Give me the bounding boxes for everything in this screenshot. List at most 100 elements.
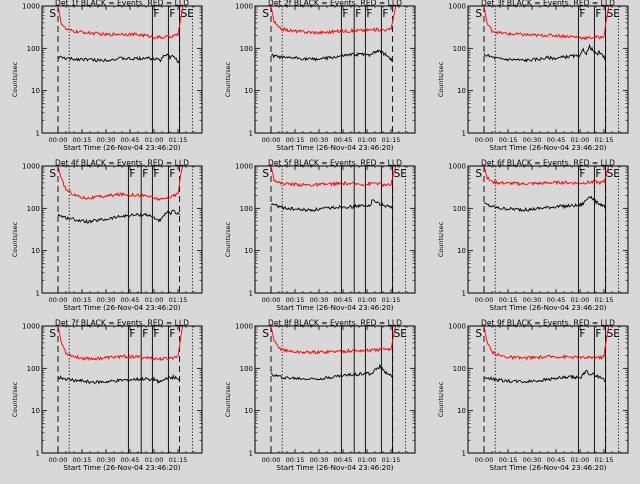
y-axis-label: Counts/sec <box>11 381 19 417</box>
plot-frame <box>254 5 416 134</box>
x-tick-label: 01:15 <box>382 296 401 304</box>
y-tick-label: 1 <box>462 290 466 298</box>
x-tick-label: 00:00 <box>475 136 494 144</box>
x-axis-label: Start Time (26-Nov-04 23:46:20) <box>63 463 180 472</box>
plot-frame <box>467 325 629 454</box>
y-tick-label: 1 <box>36 290 40 298</box>
y-tick-label: 1000 <box>448 3 466 11</box>
y-tick-label: 10 <box>457 407 466 415</box>
flag-label-f: F <box>366 8 372 20</box>
plot-frame <box>254 325 416 454</box>
flag-label-f: F <box>595 328 601 340</box>
y-axis-label: Counts/sec <box>11 61 19 97</box>
x-tick-label: 01:15 <box>382 136 401 144</box>
series-line-events <box>57 209 180 224</box>
series-line-events <box>57 373 180 385</box>
y-tick-label: 1000 <box>22 323 40 331</box>
x-tick-label: 01:15 <box>169 136 188 144</box>
x-tick-label: 00:45 <box>547 136 566 144</box>
y-tick-label: 10 <box>457 87 466 95</box>
flag-label-se: SE <box>394 328 407 340</box>
x-tick-label: 00:30 <box>97 136 116 144</box>
flag-label-se: SE <box>607 8 620 20</box>
flag-label-se: SE <box>181 8 194 20</box>
series-line-lld <box>270 5 397 36</box>
x-tick-label: 00:15 <box>499 136 518 144</box>
x-tick-label: 01:15 <box>169 296 188 304</box>
x-axis-label: Start Time (26-Nov-04 23:46:20) <box>489 143 606 152</box>
y-tick-label: 1 <box>36 450 40 458</box>
flag-label-f: F <box>595 8 601 20</box>
x-tick-label: 00:30 <box>310 136 329 144</box>
x-axis-label: Start Time (26-Nov-04 23:46:20) <box>63 143 180 152</box>
y-tick-label: 1000 <box>22 3 40 11</box>
flag-label-s: S <box>49 328 56 340</box>
x-tick-label: 00:00 <box>475 456 494 464</box>
series-line-lld <box>483 165 610 187</box>
panel-title: Det 8f BLACK = Events, RED = LLD <box>268 319 402 328</box>
flag-label-s: S <box>475 8 482 20</box>
plot-frame <box>41 165 203 294</box>
y-tick-label: 10 <box>31 247 40 255</box>
panel-title: Det 2f BLACK = Events, RED = LLD <box>268 0 402 8</box>
y-tick-label: 1000 <box>448 323 466 331</box>
y-tick-label: 100 <box>240 205 253 213</box>
x-axis-label: Start Time (26-Nov-04 23:46:20) <box>276 303 393 312</box>
flag-label-s: S <box>262 328 269 340</box>
flag-label-se: SE <box>607 168 620 180</box>
x-tick-label: 00:30 <box>97 456 116 464</box>
flag-label-f: F <box>579 328 585 340</box>
y-tick-label: 10 <box>244 407 253 415</box>
flag-label-f: F <box>142 328 148 340</box>
x-tick-label: 00:00 <box>49 456 68 464</box>
y-tick-label: 100 <box>27 365 40 373</box>
panel-title: Det 5f BLACK = Events, RED = LLD <box>268 159 402 168</box>
flag-label-f: F <box>579 8 585 20</box>
x-tick-label: 00:30 <box>523 296 542 304</box>
y-tick-label: 1000 <box>448 163 466 171</box>
x-axis-label: Start Time (26-Nov-04 23:46:20) <box>489 303 606 312</box>
y-tick-label: 1 <box>462 450 466 458</box>
x-axis-label: Start Time (26-Nov-04 23:46:20) <box>63 303 180 312</box>
series-line-lld <box>57 165 184 201</box>
x-tick-label: 00:45 <box>121 296 140 304</box>
flag-label-f: F <box>153 8 159 20</box>
flag-label-f: F <box>169 8 175 20</box>
y-tick-label: 1 <box>36 130 40 138</box>
series-line-lld <box>270 325 397 355</box>
series-line-lld <box>57 325 184 362</box>
series-line-events <box>270 198 393 213</box>
flag-label-s: S <box>49 168 56 180</box>
y-tick-label: 1000 <box>235 323 253 331</box>
x-tick-label: 00:45 <box>121 136 140 144</box>
x-tick-label: 00:00 <box>49 296 68 304</box>
series-line-events <box>483 43 606 63</box>
x-tick-label: 00:15 <box>286 296 305 304</box>
x-tick-label: 00:45 <box>547 296 566 304</box>
y-tick-label: 1 <box>249 450 253 458</box>
x-tick-label: 00:30 <box>310 296 329 304</box>
flag-label-s: S <box>262 168 269 180</box>
detector-panel-3: Det 3f BLACK = Events, RED = LLD 1 10 100 10… <box>437 0 629 152</box>
x-tick-label: 00:00 <box>49 136 68 144</box>
x-tick-label: 00:45 <box>334 296 353 304</box>
series-line-events <box>271 49 393 63</box>
y-axis-label: Counts/sec <box>224 381 232 417</box>
y-tick-label: 1 <box>249 290 253 298</box>
x-axis-label: Start Time (26-Nov-04 23:46:20) <box>276 463 393 472</box>
flag-label-f: F <box>153 168 159 180</box>
y-axis-label: Counts/sec <box>224 221 232 257</box>
panel-title: Det 9f BLACK = Events, RED = LLD <box>481 319 615 328</box>
detector-panel-5: Det 5f BLACK = Events, RED = LLD 1 10 100 10… <box>224 159 416 312</box>
x-tick-label: 01:00 <box>358 296 377 304</box>
y-axis-label: Counts/sec <box>437 221 445 257</box>
x-tick-label: 00:45 <box>547 456 566 464</box>
series-line-lld <box>270 165 397 188</box>
x-axis-label: Start Time (26-Nov-04 23:46:20) <box>489 463 606 472</box>
y-tick-label: 100 <box>240 365 253 373</box>
x-tick-label: 00:00 <box>475 296 494 304</box>
plot-frame <box>41 5 203 134</box>
y-tick-label: 1000 <box>22 163 40 171</box>
x-tick-label: 00:00 <box>262 136 281 144</box>
x-tick-label: 00:45 <box>121 456 140 464</box>
